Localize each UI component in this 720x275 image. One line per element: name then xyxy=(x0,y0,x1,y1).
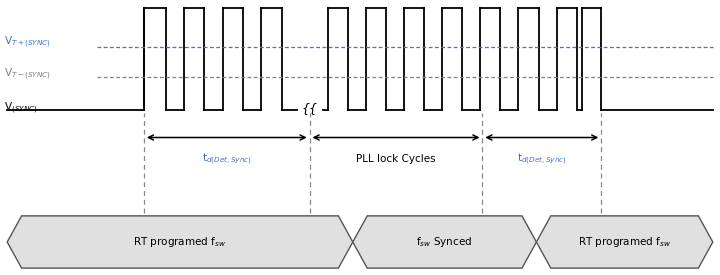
Text: f$_{sw}$ Synced: f$_{sw}$ Synced xyxy=(416,235,473,249)
Text: V$_{(SYNC)}$: V$_{(SYNC)}$ xyxy=(4,100,37,116)
Text: V$_{T+(SYNC)}$: V$_{T+(SYNC)}$ xyxy=(4,35,50,50)
Text: {{: {{ xyxy=(302,102,318,115)
Text: t$_{d(Det,Sync)}$: t$_{d(Det,Sync)}$ xyxy=(202,152,252,167)
Text: RT programed f$_{sw}$: RT programed f$_{sw}$ xyxy=(578,235,671,249)
Text: t$_{d(Det,Sync)}$: t$_{d(Det,Sync)}$ xyxy=(517,152,567,167)
Polygon shape xyxy=(353,216,536,268)
Polygon shape xyxy=(7,216,353,268)
Text: RT programed f$_{sw}$: RT programed f$_{sw}$ xyxy=(133,235,227,249)
Polygon shape xyxy=(536,216,713,268)
Text: PLL lock Cycles: PLL lock Cycles xyxy=(356,155,436,164)
Text: V$_{T-(SYNC)}$: V$_{T-(SYNC)}$ xyxy=(4,67,50,82)
